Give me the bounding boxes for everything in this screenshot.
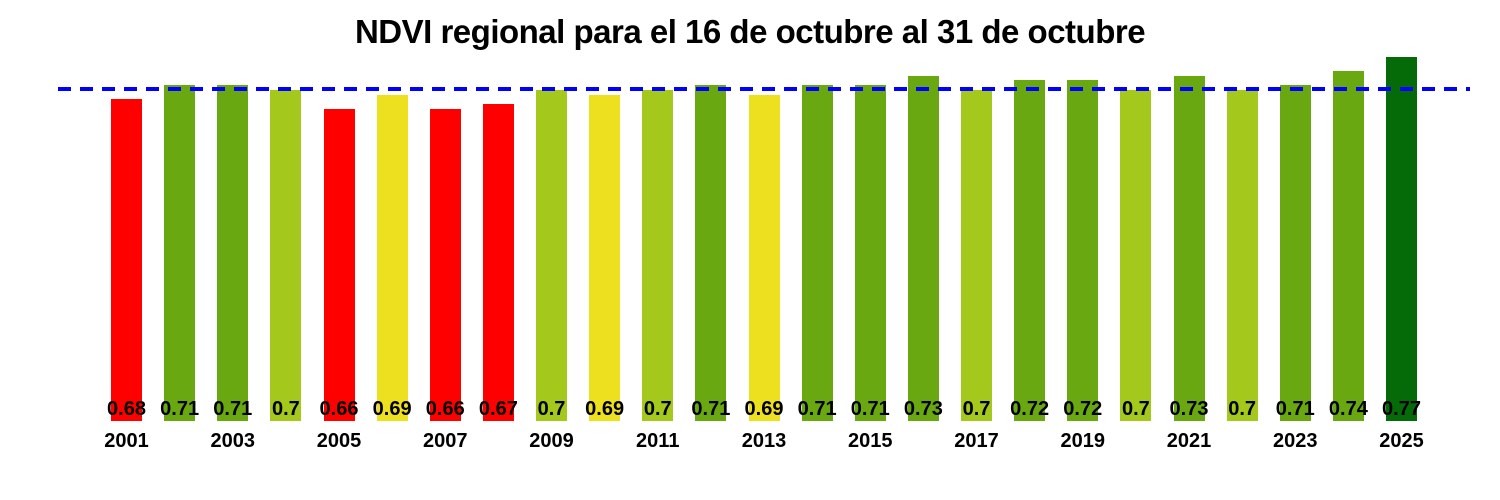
bar-value-label-2006: 0.69: [372, 398, 412, 420]
bar-value-label-2017: 0.7: [962, 398, 991, 420]
bar-value-label-2011: 0.7: [643, 398, 672, 420]
bar-2011: [642, 89, 674, 421]
bar-value-label-2004: 0.7: [271, 398, 300, 420]
x-tick-label-2023: 2023: [1273, 430, 1318, 452]
bar-2020: [1120, 89, 1152, 421]
chart-title: NDVI regional para el 16 de octubre al 3…: [354, 13, 1146, 50]
bar-2013: [748, 94, 780, 421]
bar-value-label-2020: 0.7: [1121, 398, 1150, 420]
bar-value-label-2003: 0.71: [213, 398, 253, 420]
bar-2025: [1386, 56, 1417, 421]
bar-value-label-2001: 0.68: [107, 398, 146, 420]
bar-2003: [217, 85, 249, 421]
bar-value-label-2021: 0.73: [1169, 398, 1209, 420]
x-tick-label-2017: 2017: [954, 430, 999, 452]
bar-value-label-2025: 0.77: [1382, 398, 1421, 420]
bar-2002: [164, 85, 196, 421]
x-tick-label-2003: 2003: [210, 430, 256, 452]
x-tick-label-2009: 2009: [529, 430, 574, 452]
bar-2004: [270, 89, 302, 421]
bar-2006: [376, 94, 408, 421]
bar-2024: [1332, 70, 1364, 421]
bar-value-label-2018: 0.72: [1010, 398, 1050, 420]
x-tick-label-2007: 2007: [423, 430, 468, 452]
x-tick-label-2005: 2005: [316, 430, 362, 452]
x-tick-label-2015: 2015: [848, 430, 893, 452]
bar-value-label-2010: 0.69: [585, 398, 625, 420]
bar-value-label-2015: 0.71: [850, 398, 890, 420]
bar-value-label-2013: 0.69: [744, 398, 784, 420]
bar-value-label-2014: 0.71: [797, 398, 837, 420]
bar-2005: [323, 108, 355, 421]
bar-value-label-2022: 0.7: [1228, 398, 1257, 420]
bar-2012: [695, 85, 727, 421]
bar-2014: [801, 85, 833, 421]
x-tick-label-2019: 2019: [1060, 430, 1106, 452]
x-tick-label-2025: 2025: [1379, 430, 1424, 452]
bar-value-label-2009: 0.7: [537, 398, 566, 420]
bar-value-label-2008: 0.67: [478, 398, 518, 420]
x-tick-label-2011: 2011: [636, 430, 680, 452]
bar-2010: [589, 94, 621, 421]
x-tick-label-2013: 2013: [741, 430, 787, 452]
bar-value-label-2002: 0.71: [160, 398, 200, 420]
bar-2022: [1226, 89, 1258, 421]
bar-value-label-2016: 0.73: [903, 398, 943, 420]
bar-2017: [961, 89, 992, 421]
bar-2007: [429, 108, 461, 421]
bar-value-label-2007: 0.66: [425, 398, 465, 420]
bar-value-label-2019: 0.72: [1063, 398, 1103, 420]
bar-2008: [482, 104, 514, 421]
bar-value-label-2012: 0.71: [691, 398, 731, 420]
bar-2023: [1279, 85, 1311, 421]
bar-2001: [111, 99, 142, 421]
x-tick-label-2021: 2021: [1166, 430, 1212, 452]
bar-2021: [1173, 75, 1205, 421]
bar-value-label-2005: 0.66: [319, 398, 359, 420]
bar-2018: [1014, 80, 1046, 421]
bar-value-label-2023: 0.71: [1275, 398, 1315, 420]
bar-2015: [854, 85, 886, 421]
x-tick-label-2001: 2001: [104, 430, 149, 452]
mean-dashed-line: [58, 86, 1470, 91]
bar-2016: [907, 75, 939, 421]
bar-2019: [1067, 80, 1099, 421]
bar-value-label-2024: 0.74: [1328, 398, 1368, 420]
bar-2009: [536, 89, 567, 421]
